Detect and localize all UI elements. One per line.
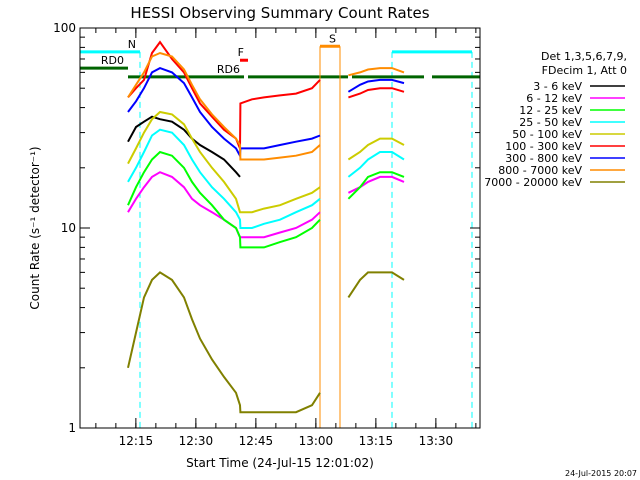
x-tick-label: 12:15 [119, 434, 154, 448]
legend: Det 1,3,5,6,7,9, FDecim 1, Att 0 3 - 6 k… [484, 50, 627, 189]
x-tick-label: 13:15 [359, 434, 394, 448]
legend-entry-label: 800 - 7000 keV [498, 164, 582, 177]
series-line-7 [127, 67, 405, 160]
annotation-label-rd6: RD6 [217, 63, 240, 76]
annotation-label-n: N [128, 38, 136, 51]
legend-header-line-1: Det 1,3,5,6,7,9, [541, 50, 627, 63]
y-axis: 1 10 100 [53, 21, 480, 435]
x-tick-label: 12:45 [239, 434, 274, 448]
x-tick-label: 12:30 [179, 434, 214, 448]
legend-entry-label: 300 - 800 keV [505, 152, 582, 165]
series-line-3 [127, 150, 405, 249]
series-line-1 [127, 115, 241, 178]
series-line-2 [127, 171, 405, 239]
x-tick-label: 13:00 [299, 434, 334, 448]
x-axis: 12:15 12:30 12:45 13:00 13:15 13:30 [95, 28, 477, 448]
x-axis-label: Start Time (24-Jul-15 12:01:02) [186, 456, 374, 470]
series-line-5 [127, 110, 405, 214]
y-axis-label: Count Rate (s⁻¹ detector⁻¹) [28, 146, 42, 309]
series-line-6 [127, 40, 405, 149]
y-tick-label: 100 [53, 21, 76, 35]
annotations: N RD0 RD6 F S [79, 32, 480, 428]
series-group [127, 40, 405, 414]
legend-entry-label: 6 - 12 keV [526, 92, 582, 105]
series-line-8 [127, 51, 405, 161]
y-tick-label: 10 [61, 221, 76, 235]
legend-entry-label: 50 - 100 keV [512, 128, 582, 141]
annotation-label-rd0: RD0 [101, 54, 124, 67]
plot-frame [79, 27, 481, 429]
y-tick-label: 1 [68, 421, 76, 435]
legend-entry-label: 3 - 6 keV [533, 80, 582, 93]
legend-entry-label: 25 - 50 keV [519, 116, 582, 129]
legend-entry-label: 12 - 25 keV [519, 104, 582, 117]
annotation-label-f: F [238, 46, 244, 59]
legend-entry-label: 100 - 300 keV [505, 140, 582, 153]
legend-header-line-2: FDecim 1, Att 0 [542, 64, 627, 77]
series-line-9 [127, 271, 405, 414]
footer-timestamp: 24-Jul-2015 20:07 [565, 469, 637, 478]
series-line-4 [127, 128, 405, 229]
chart-title: HESSI Observing Summary Count Rates [130, 4, 429, 22]
annotation-label-s: S [329, 32, 336, 45]
legend-entry-label: 7000 - 20000 keV [484, 176, 582, 189]
x-tick-label: 13:30 [419, 434, 454, 448]
